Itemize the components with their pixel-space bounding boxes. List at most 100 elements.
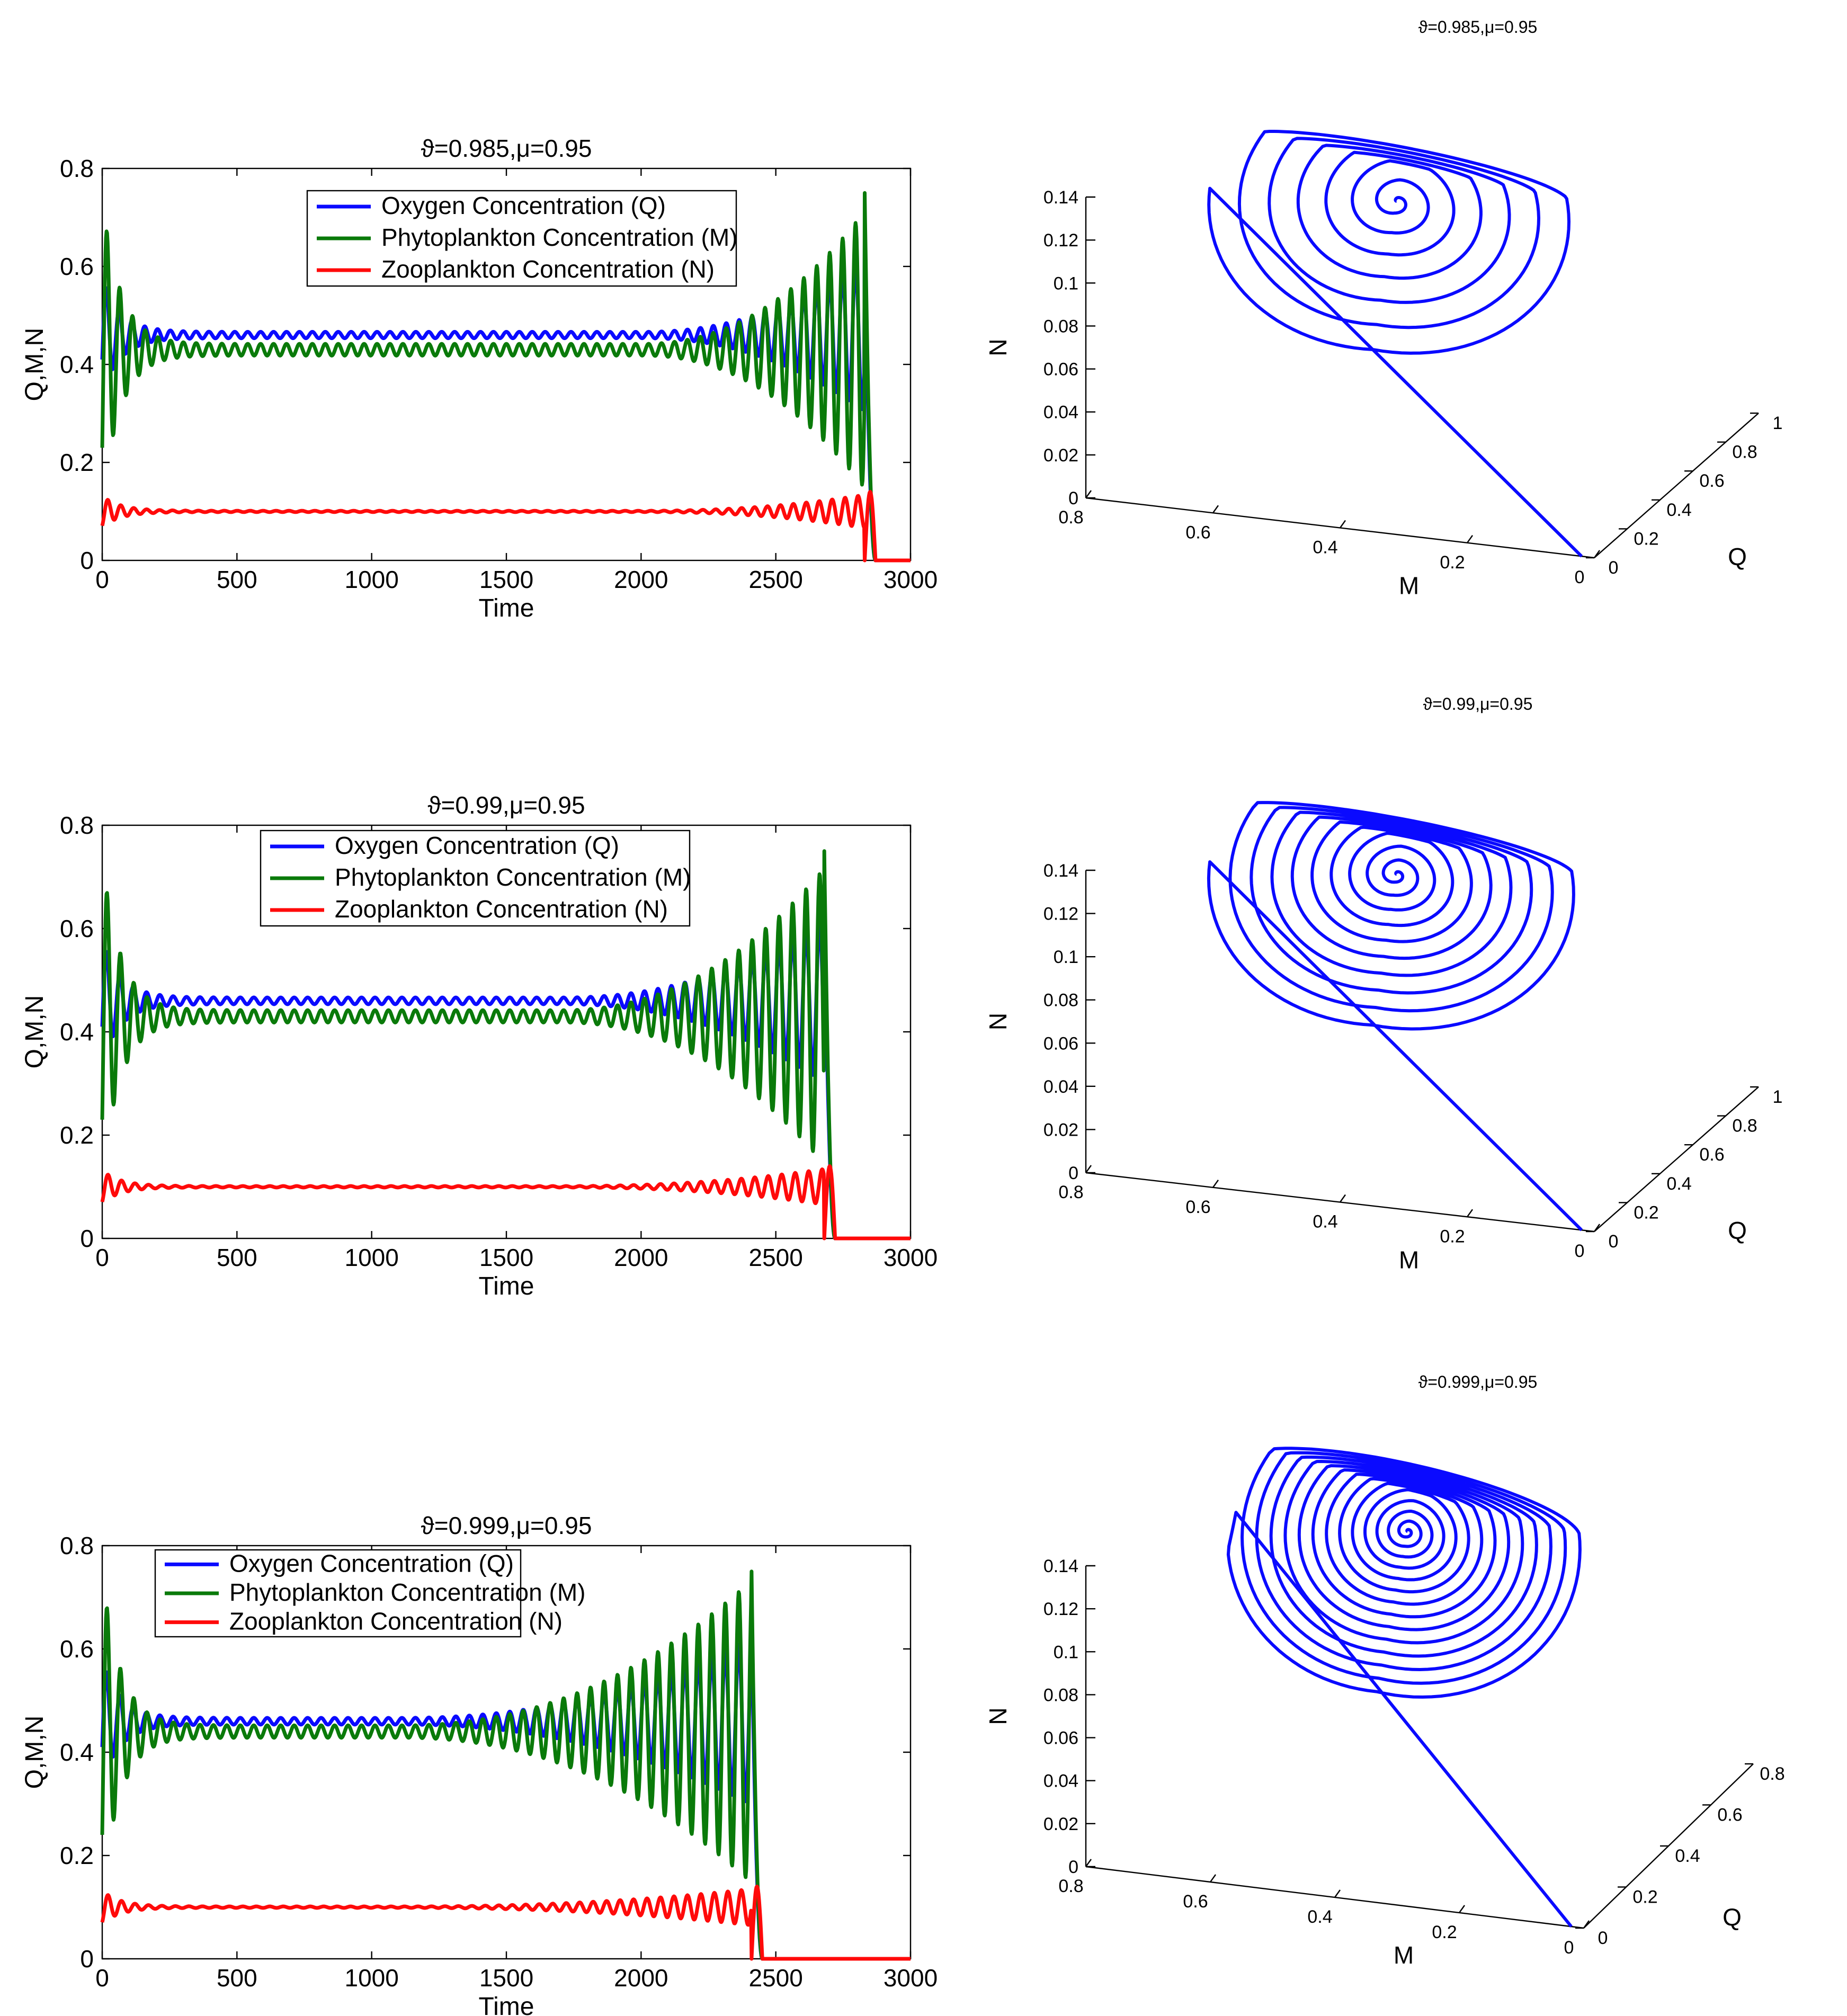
x-tick-label: 2500 xyxy=(748,1964,802,1992)
m-axis-label: M xyxy=(1394,1941,1414,1969)
phase-title: ϑ=0.985,μ=0.95 xyxy=(1418,17,1538,37)
legend: Oxygen Concentration (Q)Phytoplankton Co… xyxy=(260,829,691,927)
chart-title: ϑ=0.999,μ=0.95 xyxy=(421,1512,592,1539)
phase-trajectory xyxy=(1207,130,1583,558)
y-axis-label: Q,M,N xyxy=(21,1716,49,1789)
n-tick-label: 0.12 xyxy=(1043,1599,1078,1619)
x-tick-label: 1500 xyxy=(479,566,533,593)
phase-title: ϑ=0.999,μ=0.95 xyxy=(1418,1372,1538,1391)
phase-title: ϑ=0.99,μ=0.95 xyxy=(1423,694,1533,713)
x-tick-label: 1000 xyxy=(344,1244,398,1271)
q-tick-label: 1 xyxy=(1773,413,1783,433)
x-tick-label: 2000 xyxy=(614,1244,668,1271)
x-tick-label: 0 xyxy=(95,1244,109,1271)
n-tick-label: 0.1 xyxy=(1054,1642,1078,1662)
legend: Oxygen Concentration (Q)Phytoplankton Co… xyxy=(154,1549,585,1638)
x-tick-label: 500 xyxy=(217,1244,257,1271)
q-tick-label: 0 xyxy=(1609,1232,1619,1252)
y-tick-label: 0.2 xyxy=(60,449,94,476)
x-tick-label: 2500 xyxy=(748,566,802,593)
n-axis-label: N xyxy=(984,1707,1012,1725)
y-tick-label: 0.6 xyxy=(60,1635,94,1663)
phase-panel-3: 0 0.02 0.04 0.06 0.08 0.1 0.12 0.14 N 0.8 0.6 0.4 0.… xyxy=(984,1372,1785,1969)
m-tick-label: 0.4 xyxy=(1307,1907,1332,1927)
n-tick-label: 0.1 xyxy=(1054,273,1078,293)
q-axis-label: Q xyxy=(1728,1217,1747,1244)
x-tick-label: 2500 xyxy=(748,1244,802,1271)
m-tick xyxy=(1212,505,1219,513)
q-tick-label: 0.6 xyxy=(1717,1805,1742,1825)
m-tick-label: 0.2 xyxy=(1432,1922,1457,1942)
timeseries-panel-2: 0 500 1000 1500 2000 2500 3000 0 0.2 0.4 0.6 0.8 ϑ=0… xyxy=(21,791,938,1300)
m-tick xyxy=(1212,1180,1219,1188)
q-tick-label: 0.6 xyxy=(1699,471,1724,491)
y-axis-label: Q,M,N xyxy=(21,995,49,1069)
x-tick-label: 3000 xyxy=(884,1964,938,1992)
m-tick-label: 0.8 xyxy=(1058,1876,1083,1896)
m-tick xyxy=(1334,1889,1341,1898)
x-tick-label: 1500 xyxy=(479,1244,533,1271)
n-tick-label: 0.08 xyxy=(1043,991,1078,1011)
y-axis-label: Q,M,N xyxy=(21,328,49,402)
x-axis-label: Time xyxy=(479,594,534,622)
legend-entry: Zooplankton Concentration (N) xyxy=(335,895,668,923)
legend-entry: Zooplankton Concentration (N) xyxy=(381,255,715,283)
m-tick xyxy=(1459,1905,1465,1913)
n-tick-label: 0.04 xyxy=(1043,403,1078,423)
y-tick-label: 0.8 xyxy=(60,811,94,839)
n-axis-label: N xyxy=(984,1013,1012,1030)
m-axis-label: M xyxy=(1399,1246,1419,1274)
q-tick-label: 0.8 xyxy=(1732,1116,1757,1136)
n-tick-label: 0.14 xyxy=(1043,1556,1078,1576)
q-axis-label: Q xyxy=(1723,1903,1742,1931)
phase-trajectory xyxy=(1226,1447,1582,1928)
m-tick xyxy=(1594,1224,1600,1232)
n-tick-label: 0 xyxy=(1068,1857,1078,1877)
m-tick-label: 0.6 xyxy=(1183,1892,1208,1912)
q-axis xyxy=(1594,1086,1759,1232)
y-tick-label: 0.4 xyxy=(60,1738,94,1766)
m-tick xyxy=(1085,1165,1092,1173)
n-tick-label: 0.1 xyxy=(1054,947,1078,967)
y-tick-label: 0 xyxy=(80,547,94,574)
y-tick-label: 0.6 xyxy=(60,915,94,942)
x-tick-label: 1500 xyxy=(479,1964,533,1992)
x-tick-label: 500 xyxy=(217,1964,257,1992)
chart-title: ϑ=0.99,μ=0.95 xyxy=(427,791,585,819)
x-axis-label: Time xyxy=(479,1993,534,2016)
y-tick-label: 0.4 xyxy=(60,1018,94,1046)
y-tick-label: 0.6 xyxy=(60,253,94,280)
n-axis-label: N xyxy=(984,338,1012,356)
x-axis-label: Time xyxy=(479,1272,534,1300)
legend-box xyxy=(306,190,737,287)
m-tick xyxy=(1594,550,1600,558)
y-tick-label: 0 xyxy=(80,1945,94,1973)
phase-panel-1: 0 0.02 0.04 0.06 0.08 0.1 0.12 0.14 N 0.8 0.6 0.4 0.… xyxy=(984,17,1782,600)
chart-title: ϑ=0.985,μ=0.95 xyxy=(421,135,592,162)
q-tick-label: 0.2 xyxy=(1632,1887,1657,1907)
m-tick xyxy=(1340,1194,1346,1203)
n-tick-label: 0.02 xyxy=(1043,1120,1078,1140)
y-tick-label: 0.2 xyxy=(60,1842,94,1869)
m-tick-label: 0.6 xyxy=(1185,522,1210,542)
y-tick-label: 0.2 xyxy=(60,1121,94,1149)
x-tick-label: 500 xyxy=(217,566,257,593)
m-tick xyxy=(1085,1859,1092,1867)
n-tick-label: 0.04 xyxy=(1043,1771,1078,1791)
m-tick-label: 0.8 xyxy=(1058,1182,1083,1202)
q-tick-label: 0.8 xyxy=(1760,1764,1784,1784)
q-tick-label: 0 xyxy=(1609,558,1619,578)
series-phytoplankton-m xyxy=(100,191,912,563)
legend-entry: Oxygen Concentration (Q) xyxy=(381,192,666,219)
y-tick-label: 0.4 xyxy=(60,351,94,378)
m-tick xyxy=(1340,520,1346,529)
legend: Oxygen Concentration (Q) Phytoplankton Co… xyxy=(306,190,737,287)
timeseries-panel-3: 0 500 1000 1500 2000 2500 3000 0 0.2 0.4 0.6 0.8 ϑ=0… xyxy=(21,1512,938,2016)
n-tick-label: 0.04 xyxy=(1043,1077,1078,1097)
x-tick-label: 3000 xyxy=(884,1244,938,1271)
legend-entry: Phytoplankton Concentration (M) xyxy=(381,224,737,251)
m-tick xyxy=(1467,1209,1473,1217)
m-tick-label: 0.2 xyxy=(1440,552,1465,573)
q-tick-label: 0 xyxy=(1598,1928,1608,1948)
